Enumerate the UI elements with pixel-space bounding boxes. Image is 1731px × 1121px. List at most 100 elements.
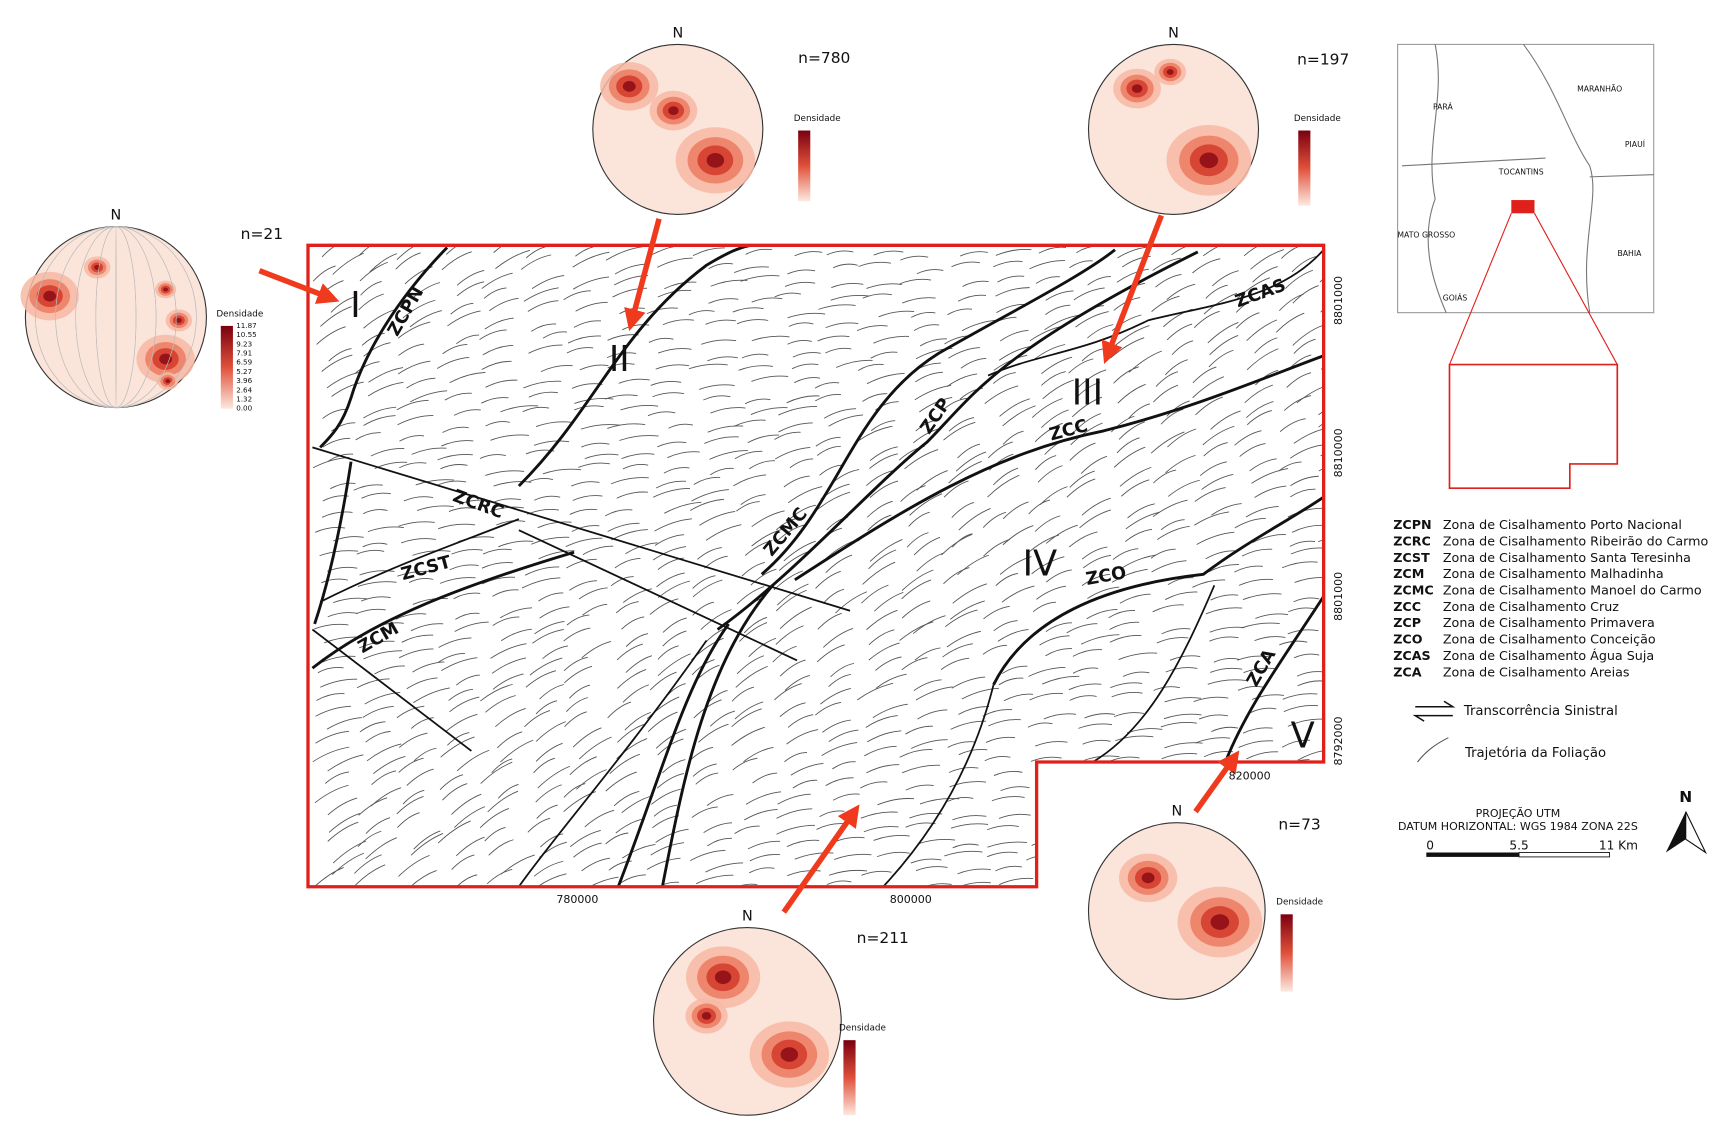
foliation-line [780, 607, 812, 629]
foliation-line [1193, 367, 1217, 383]
foliation-line [452, 855, 475, 870]
foliation-line [399, 758, 424, 772]
foliation-line [820, 811, 845, 817]
foliation-line [369, 368, 404, 383]
foliation-line [1287, 373, 1311, 388]
foliation-line [437, 481, 466, 485]
foliation-line [1197, 532, 1235, 544]
inset-area [1449, 365, 1617, 489]
foliation-line [869, 454, 897, 469]
foliation-line [355, 362, 379, 373]
foliation-line [985, 386, 1018, 404]
legend-code: ZCPN [1393, 517, 1431, 532]
foliation-line [1211, 801, 1248, 812]
foliation-line [871, 352, 898, 358]
foliation-line [564, 657, 588, 670]
foliation-line [1283, 694, 1318, 700]
foliation-line [354, 485, 383, 490]
foliation-line [1333, 496, 1366, 503]
foliation-line [1290, 476, 1318, 485]
foliation-line [532, 275, 564, 288]
foliation-line [611, 530, 647, 540]
foliation-line [1003, 502, 1028, 519]
foliation-line [652, 393, 683, 397]
foliation-line [531, 324, 556, 331]
density-title: Densidade [794, 114, 841, 124]
density-contour [702, 1012, 711, 1020]
foliation-line [790, 459, 813, 468]
foliation-line [689, 311, 715, 315]
foliation-line [497, 732, 522, 748]
foliation-line [988, 720, 1020, 726]
foliation-line [1038, 466, 1062, 483]
foliation-line [900, 749, 933, 757]
density-contour [623, 81, 636, 92]
foliation-line [365, 692, 400, 704]
foliation-line [1078, 724, 1112, 728]
legend-name: Zona de Cisalhamento Conceição [1443, 632, 1656, 647]
foliation-line [621, 454, 654, 459]
foliation-line [1208, 680, 1246, 685]
foliation-line [1000, 330, 1028, 341]
foliation-line [1203, 240, 1237, 256]
foliation-line [962, 281, 988, 286]
foliation-line [1067, 479, 1095, 497]
foliation-line [775, 293, 801, 297]
foliation-line [864, 746, 896, 755]
foliation-line [441, 441, 473, 447]
foliation-line [857, 326, 888, 331]
foliation-line [1245, 385, 1273, 403]
foliation-line [746, 792, 781, 804]
foliation-line [995, 288, 1029, 297]
foliation-line [743, 747, 773, 761]
foliation-line [399, 463, 426, 468]
foliation-line [360, 722, 386, 732]
foliation-line [1336, 622, 1370, 626]
domain-label: II [609, 339, 630, 380]
density-title: Densidade [1276, 898, 1323, 908]
foliation-line [1250, 459, 1277, 471]
foliation-line [1211, 595, 1239, 600]
foliation-line [951, 262, 979, 267]
foliation-line [983, 645, 1007, 654]
foliation-line [534, 441, 569, 445]
foliation-line [490, 435, 528, 440]
legend-name: Zona de Cisalhamento Cruz [1443, 599, 1619, 614]
foliation-line [1172, 341, 1193, 355]
foliation-line [689, 364, 728, 369]
foliation-line [1241, 623, 1279, 628]
foliation-line [371, 448, 404, 456]
foliation-line [707, 357, 737, 361]
foliation-line [815, 394, 841, 400]
foliation-line [1321, 352, 1350, 370]
density-bar [221, 326, 233, 409]
foliation-line [480, 808, 509, 827]
foliation-line [861, 871, 891, 875]
foliation-line [1168, 480, 1200, 496]
legend-name: Zona de Cisalhamento Santa Teresinha [1443, 550, 1691, 565]
foliation-line [1114, 447, 1145, 467]
foliation-line [1028, 723, 1053, 727]
foliation-line [1126, 512, 1160, 529]
foliation-line [567, 348, 593, 353]
foliation-line [536, 422, 572, 427]
foliation-line [733, 475, 766, 486]
foliation-line [1129, 351, 1162, 372]
foliation-line [1297, 672, 1326, 676]
foliation-line [414, 831, 441, 849]
foliation-line [1128, 504, 1155, 518]
foliation-line [450, 372, 486, 382]
foliation-line [1251, 250, 1284, 270]
foliation-line [869, 643, 900, 660]
foliation-line [532, 629, 563, 643]
foliation-line [313, 266, 335, 281]
legend-symbol-label: Transcorrência Sinistral [1463, 703, 1618, 719]
foliation-line [947, 374, 977, 387]
foliation-line [874, 592, 903, 611]
foliation-line [704, 437, 738, 444]
density-contour [1211, 914, 1230, 930]
foliation-line [774, 684, 801, 700]
foliation-line [1340, 551, 1372, 556]
foliation-line [1235, 431, 1262, 446]
foliation-line [657, 573, 685, 587]
